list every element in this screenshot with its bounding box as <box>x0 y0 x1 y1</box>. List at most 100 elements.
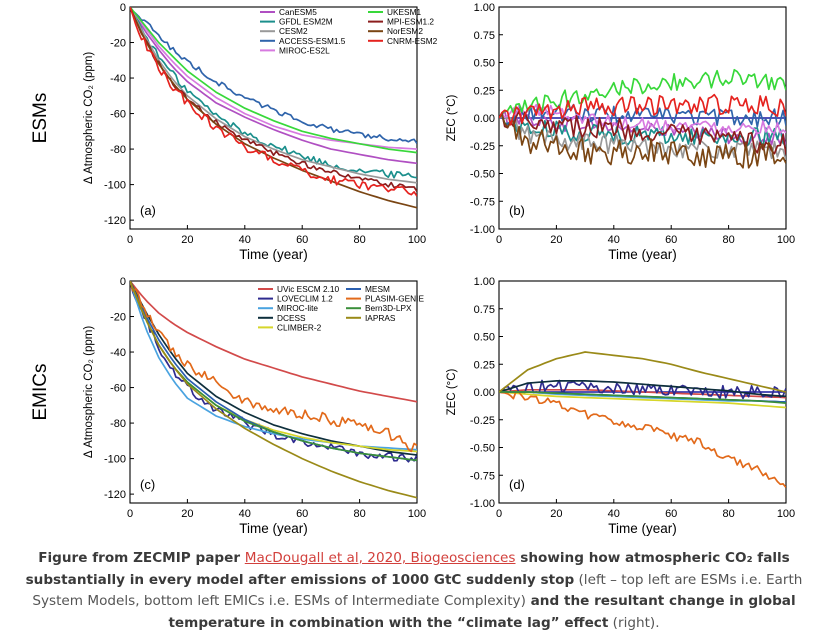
caption-co2-statement: showing how atmospheric CO₂ falls substa… <box>25 550 790 588</box>
x-tick-label: 80 <box>353 508 365 520</box>
x-tick-label: 0 <box>127 234 133 246</box>
x-tick-label: 60 <box>296 234 308 246</box>
series-line-gfdl-esm2m <box>499 115 786 149</box>
caption-right-note: (right). <box>608 614 660 631</box>
y-tick-label: 0 <box>120 276 126 288</box>
legend-label: UVic ESCM 2.10 <box>277 284 339 294</box>
legend-label: MESM <box>365 284 390 294</box>
legend-label: CNRM-ESM2 <box>387 36 438 46</box>
y-tick-label: -40 <box>110 347 126 359</box>
y-tick-label: 0.25 <box>474 359 495 371</box>
series-line-iapras <box>499 351 786 393</box>
x-axis-label: Time (year) <box>608 521 677 536</box>
y-tick-label: -0.25 <box>470 141 495 153</box>
y-tick-label: 0 <box>120 2 126 14</box>
panel-label-d: (d) <box>509 477 525 492</box>
y-tick-label: 0.00 <box>474 113 495 125</box>
series-group <box>130 281 417 499</box>
series-group <box>499 68 786 169</box>
y-tick-label: -0.50 <box>470 169 495 181</box>
y-tick-label: 0.50 <box>474 58 495 70</box>
caption-lead: Figure from ZECMIP paper <box>38 550 245 566</box>
x-tick-label: 100 <box>408 234 426 246</box>
x-tick-label: 60 <box>665 234 677 246</box>
series-line-noresm2 <box>130 7 417 209</box>
y-tick-label: -0.25 <box>470 415 495 427</box>
panel-a-esm-co2: 0 20 40 60 80 100 0 -20 -40 -60 -80 -100 -120 Time (y… <box>83 2 438 262</box>
series-line-loveclim-1-2 <box>499 379 786 400</box>
y-tick-label: 0.75 <box>474 304 495 316</box>
x-tick-label: 60 <box>665 508 677 520</box>
figure-canvas: ESMs EMICs 0 20 40 60 80 100 0 -20 -40 -60 -80 -100… <box>30 2 795 536</box>
y-tick-label: -0.75 <box>470 470 495 482</box>
y-tick-label: -60 <box>110 383 126 395</box>
panel-c-emic-co2: 0 20 40 60 80 100 0 -20 -40 -60 -80 -100 -120 Time (y… <box>83 276 426 536</box>
y-tick-label: 1.00 <box>474 276 495 288</box>
legend-label: MPI-ESM1.2 <box>387 17 434 27</box>
y-tick-label: 0.50 <box>474 332 495 344</box>
x-tick-label: 20 <box>550 508 562 520</box>
x-tick-label: 100 <box>408 508 426 520</box>
series-line-bern3d-lpx <box>499 391 786 404</box>
y-tick-label: -80 <box>110 418 126 430</box>
y-tick-label: 0.00 <box>474 387 495 399</box>
legend-label: CanESM5 <box>279 7 317 17</box>
panel-label-c: (c) <box>140 477 155 492</box>
legend-label: NorESM2 <box>387 26 423 36</box>
y-tick-label: -0.50 <box>470 443 495 455</box>
series-line-noresm2 <box>499 113 786 169</box>
y-tick-label: 1.00 <box>474 2 495 14</box>
legend-label: MIROC-ES2L <box>279 45 330 55</box>
series-group <box>499 351 786 488</box>
series-group <box>130 7 417 209</box>
y-tick-label: 0.75 <box>474 30 495 42</box>
x-tick-label: 0 <box>496 508 502 520</box>
x-tick-label: 60 <box>296 508 308 520</box>
caption-panel-note: (left – top left are ESMs i.e. Earth Sys… <box>32 571 803 610</box>
panel-d-emic-zec: 0 20 40 60 80 100 1.00 0.75 0.50 0.25 0.00 -0.25 -0.… <box>446 276 795 536</box>
legend-label: UKESM1 <box>387 7 422 17</box>
y-tick-label: -100 <box>104 454 126 466</box>
y-tick-label: -120 <box>104 215 126 227</box>
series-line-ukesm1 <box>499 68 786 119</box>
legend-label: PLASIM-GENIE <box>365 294 424 304</box>
x-tick-label: 100 <box>777 234 795 246</box>
series-line-mpi-esm1-2 <box>130 7 417 192</box>
legend-label: MIROC-lite <box>277 303 318 313</box>
emic-row-label: EMICs <box>30 364 51 421</box>
panel-b-esm-zec: 0 20 40 60 80 100 1.00 0.75 0.50 0.25 0.00 -0.25 -0.… <box>446 2 795 262</box>
series-line-miroc-es2l <box>499 103 786 135</box>
caption-temperature-statement: and the resultant change in global tempe… <box>168 593 796 631</box>
plot-frame-a <box>129 6 418 230</box>
esm-row-label: ESMs <box>30 93 51 144</box>
legend-label: Bern3D-LPX <box>365 303 412 313</box>
y-axis-label: ZEC (°C) <box>446 368 458 415</box>
x-tick-label: 40 <box>608 508 620 520</box>
series-line-plasim-genie <box>130 281 417 453</box>
y-axis-label: Δ Atmospheric CO₂ (ppm) <box>83 326 95 458</box>
x-tick-label: 40 <box>239 234 251 246</box>
series-line-plasim-genie <box>499 390 786 488</box>
legend-label: LOVECLIM 1.2 <box>277 294 333 304</box>
series-line-ukesm1 <box>130 7 417 154</box>
legend-label: CESM2 <box>279 26 308 36</box>
legend-label: CLIMBER-2 <box>277 322 322 332</box>
paper-link[interactable]: MacDougall et al, 2020, Biogeosciences <box>244 550 516 566</box>
legend-label: ACCESS-ESM1.5 <box>279 36 346 46</box>
legend-label: IAPRAS <box>365 313 396 323</box>
x-tick-label: 20 <box>181 234 193 246</box>
y-tick-label: -40 <box>110 73 126 85</box>
panel-label-a: (a) <box>140 203 156 218</box>
series-line-mpi-esm1-2 <box>499 110 786 155</box>
y-axis-label: ZEC (°C) <box>446 94 458 141</box>
series-line-uvic-escm-2-10 <box>130 281 417 403</box>
x-tick-label: 80 <box>722 234 734 246</box>
series-line-iapras <box>130 281 417 499</box>
y-tick-label: -0.75 <box>470 196 495 208</box>
x-tick-label: 80 <box>722 508 734 520</box>
series-line-dcess <box>499 380 786 398</box>
x-axis-label: Time (year) <box>239 247 308 262</box>
y-tick-label: 0.25 <box>474 85 495 97</box>
